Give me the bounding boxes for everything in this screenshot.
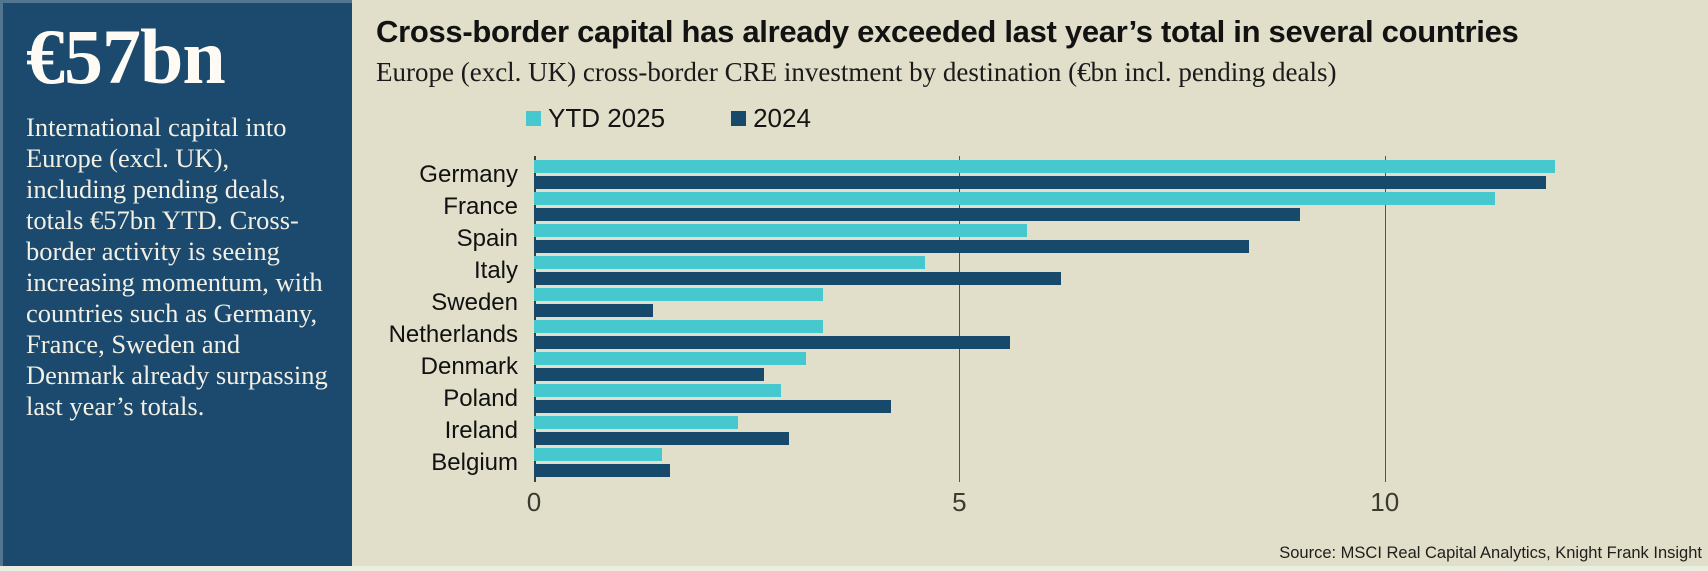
bar-chart: Germany France Spain Italy Sweden Netherlands… (376, 155, 1708, 482)
bar-2024 (534, 304, 654, 318)
chart-row-poland: Poland (376, 383, 1708, 415)
category-label: Ireland (444, 416, 518, 444)
chart-title: Cross-border capital has already exceede… (376, 14, 1519, 49)
bar-ytd-2025 (534, 256, 926, 270)
bar-ytd-2025 (534, 224, 1028, 238)
category-label: Belgium (431, 448, 518, 476)
bar-2024 (534, 464, 671, 478)
bar-ytd-2025 (534, 288, 824, 302)
legend-label: YTD 2025 (548, 103, 666, 134)
stat-panel: €57bn International capital into Europe … (0, 0, 352, 571)
chart-row-spain: Spain (376, 223, 1708, 255)
bar-group (534, 447, 1708, 479)
legend-label: 2024 (753, 103, 811, 134)
chart-row-denmark: Denmark (376, 351, 1708, 383)
chart-row-netherlands: Netherlands (376, 319, 1708, 351)
category-label: Poland (443, 384, 518, 412)
bar-group (534, 415, 1708, 447)
bar-group (534, 319, 1708, 351)
bar-group (534, 383, 1708, 415)
bar-group (534, 159, 1708, 191)
category-label: Germany (419, 160, 518, 188)
bar-2024 (534, 368, 764, 382)
bar-ytd-2025 (534, 352, 807, 366)
bar-2024 (534, 272, 1062, 286)
bar-group (534, 287, 1708, 319)
bar-ytd-2025 (534, 448, 662, 462)
bar-group (534, 223, 1708, 255)
bar-group (534, 255, 1708, 287)
category-label: Denmark (420, 352, 518, 380)
category-label: Sweden (431, 288, 518, 316)
x-axis: 0 5 10 (527, 486, 1708, 523)
chart-row-belgium: Belgium (376, 447, 1708, 479)
chart-panel: Cross-border capital has already exceede… (352, 0, 1708, 571)
category-label: Spain (456, 224, 518, 252)
bar-2024 (534, 432, 790, 446)
bar-2024 (534, 336, 1011, 350)
legend-item-2024: 2024 (731, 103, 811, 134)
bar-2024 (534, 400, 892, 414)
bar-2024 (534, 208, 1300, 222)
chart-row-sweden: Sweden (376, 287, 1708, 319)
gridline-5 (959, 155, 961, 482)
bottom-edge (0, 566, 1708, 571)
chart-row-ireland: Ireland (376, 415, 1708, 447)
chart-rows: Germany France Spain Italy Sweden Netherlands… (376, 159, 1708, 479)
bar-group (534, 191, 1708, 223)
category-label: Italy (473, 256, 518, 284)
bar-group (534, 351, 1708, 383)
bar-ytd-2025 (534, 384, 781, 398)
chart-legend: YTD 2025 2024 (526, 103, 1708, 134)
x-tick-label-10: 10 (1370, 486, 1400, 517)
chart-row-italy: Italy (376, 255, 1708, 287)
plot-area (534, 155, 1708, 482)
stat-description: International capital into Europe (excl.… (26, 112, 328, 421)
x-tick-label-5: 5 (952, 486, 967, 517)
legend-swatch-icon (526, 111, 541, 127)
bar-2024 (534, 240, 1249, 254)
bar-2024 (534, 176, 1547, 190)
gridline-10 (1384, 155, 1386, 482)
bar-ytd-2025 (534, 320, 824, 334)
category-label: Netherlands (388, 320, 518, 348)
legend-item-ytd-2025: YTD 2025 (526, 103, 665, 134)
chart-row-france: France (376, 191, 1708, 223)
stat-headline: €57bn (26, 13, 226, 100)
bar-ytd-2025 (534, 192, 1496, 206)
chart-row-germany: Germany (376, 159, 1708, 191)
legend-swatch-icon (731, 111, 747, 127)
category-label: France (443, 192, 518, 220)
chart-subtitle: Europe (excl. UK) cross-border CRE inves… (376, 56, 1337, 87)
bar-ytd-2025 (534, 160, 1555, 174)
x-tick-label-0: 0 (526, 486, 542, 517)
bar-ytd-2025 (534, 416, 739, 430)
source-note: Source: MSCI Real Capital Analytics, Kni… (1279, 544, 1702, 562)
y-axis-line (534, 155, 536, 482)
